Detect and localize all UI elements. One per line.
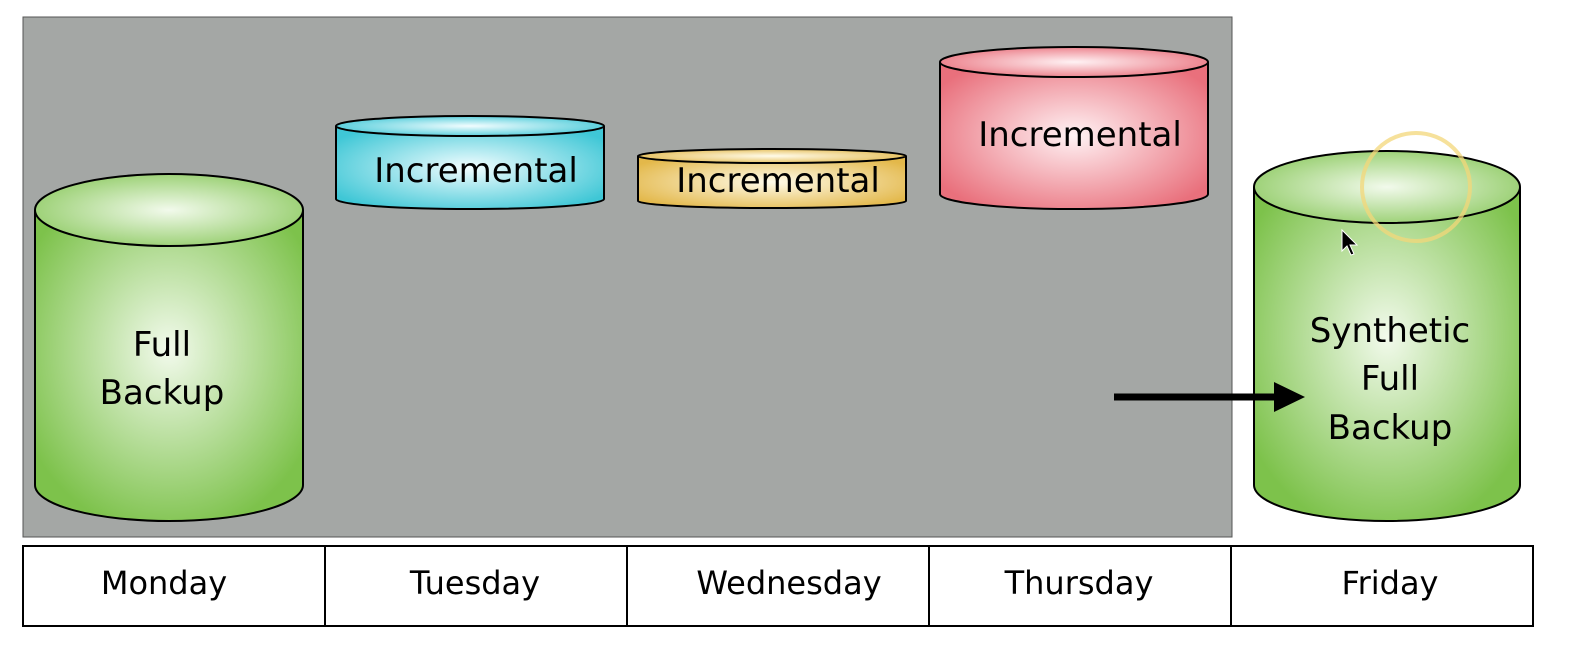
cylinder-thursday-incremental: Incremental xyxy=(939,46,1209,210)
cylinder-tuesday-incremental: Incremental xyxy=(335,115,605,210)
day-label-tuesday: Tuesday xyxy=(409,564,540,602)
cylinder-wednesday-label: Incremental xyxy=(676,161,880,201)
day-label-friday: Friday xyxy=(1342,564,1439,602)
cylinder-friday-synthetic-full-backup: Synthetic Full Backup xyxy=(1253,150,1521,522)
cylinder-monday-label-line-1: Full xyxy=(133,325,191,365)
mouse-cursor-icon xyxy=(1341,228,1359,256)
day-label-monday: Monday xyxy=(101,564,227,602)
cylinder-monday-full-backup: Full Backup xyxy=(34,173,304,522)
cursor-highlight-ring xyxy=(1360,131,1472,243)
cylinder-friday-label-line-3: Backup xyxy=(1328,408,1453,448)
day-label-thursday: Thursday xyxy=(1004,564,1154,602)
day-label-wednesday: Wednesday xyxy=(696,564,881,602)
cylinder-tuesday-label: Incremental xyxy=(374,151,578,191)
cylinder-monday-label-line-2: Backup xyxy=(100,373,225,413)
cylinder-wednesday-incremental: Incremental xyxy=(637,148,907,209)
cylinder-friday-label-line-1: Synthetic xyxy=(1310,311,1471,351)
cylinder-friday-label-line-2: Full xyxy=(1361,359,1419,399)
day-table: Monday Tuesday Wednesday Thursday Friday xyxy=(22,545,1534,627)
arrow-right-icon xyxy=(1114,382,1305,412)
cylinder-thursday-label: Incremental xyxy=(978,115,1182,155)
